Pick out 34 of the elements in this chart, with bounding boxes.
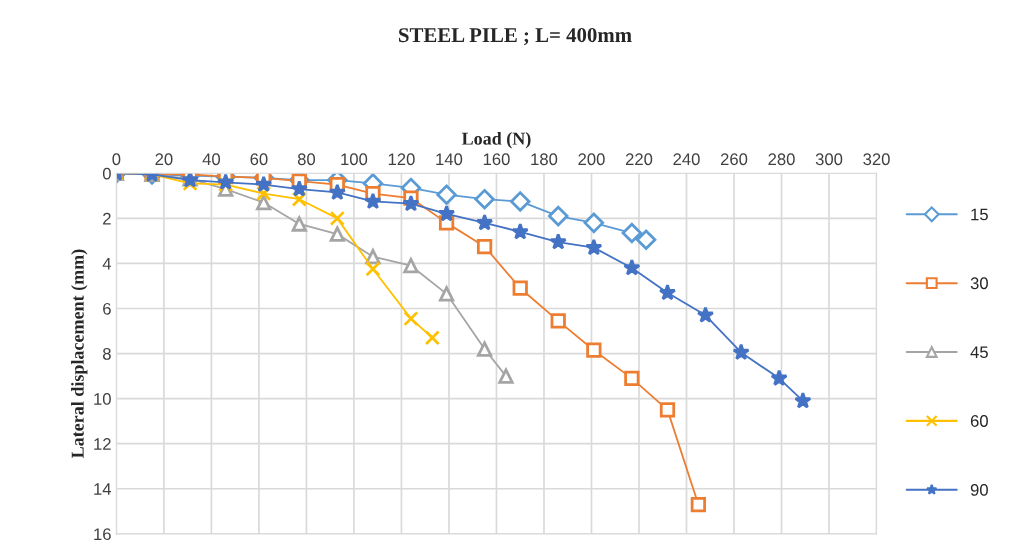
x-tick-label: 180 bbox=[531, 153, 558, 166]
x-tick-label: 300 bbox=[815, 153, 843, 166]
x-tick-label: 320 bbox=[863, 153, 890, 166]
y-tick-label: 16 bbox=[94, 528, 111, 541]
x-axis-title: Load (N) bbox=[461, 132, 531, 149]
y-tick-label: 10 bbox=[94, 393, 111, 405]
x-tick-label: 260 bbox=[720, 153, 748, 166]
x-tick-label: 20 bbox=[155, 153, 173, 166]
legend-label: 45 bbox=[970, 346, 988, 359]
y-tick-label: 14 bbox=[94, 483, 112, 495]
x-tick-label: 100 bbox=[341, 153, 368, 166]
y-axis-title: Lateral displacement (mm) bbox=[71, 249, 88, 459]
y-tick-label: 4 bbox=[102, 258, 112, 270]
x-tick-label: 0 bbox=[112, 153, 121, 166]
y-tick-label: 2 bbox=[103, 212, 111, 225]
x-tick-label: 40 bbox=[202, 153, 221, 166]
x-tick-label: 240 bbox=[673, 153, 700, 166]
legend-label: 60 bbox=[970, 415, 988, 427]
chart-title: STEEL PILE ; L= 400mm bbox=[399, 28, 632, 46]
legend-label: 90 bbox=[970, 483, 988, 496]
legend-label: 30 bbox=[970, 277, 988, 290]
legend-label: 15 bbox=[971, 208, 988, 221]
x-tick-label: 120 bbox=[388, 153, 415, 166]
x-tick-label: 220 bbox=[625, 153, 653, 166]
y-tick-label: 8 bbox=[102, 347, 111, 360]
y-tick-label: 0 bbox=[102, 167, 111, 180]
x-tick-label: 160 bbox=[483, 153, 510, 166]
x-tick-label: 280 bbox=[768, 153, 795, 166]
y-tick-label: 12 bbox=[94, 438, 111, 450]
x-tick-label: 140 bbox=[436, 153, 463, 166]
x-tick-label: 200 bbox=[578, 153, 605, 166]
y-tick-label: 6 bbox=[103, 302, 111, 315]
x-tick-label: 80 bbox=[297, 153, 316, 166]
x-tick-label: 60 bbox=[250, 153, 268, 166]
